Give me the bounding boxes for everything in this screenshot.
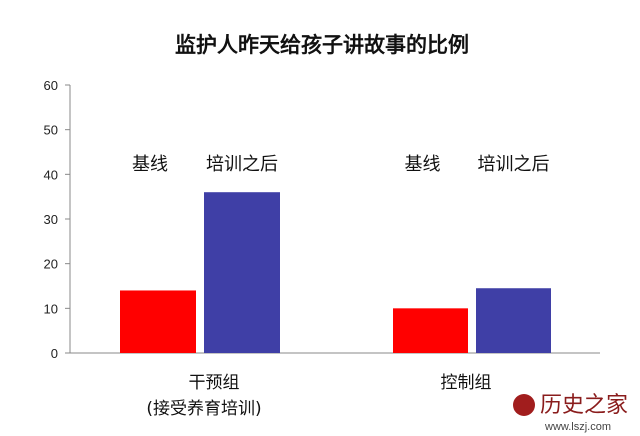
y-tick-label: 0 — [51, 346, 58, 361]
category-label-control: 控制组 — [441, 373, 492, 393]
chart-title: 监护人昨天给孩子讲故事的比例 — [175, 33, 469, 57]
y-tick-label: 20 — [44, 257, 58, 272]
watermark-seal-icon — [513, 394, 535, 416]
series-label-after-training: 培训之后 — [206, 154, 278, 175]
y-tick-label: 60 — [44, 78, 58, 93]
watermark: 历史之家 www.lszj.com — [513, 393, 628, 433]
watermark-url: www.lszj.com — [544, 421, 611, 433]
bar-after-training-1 — [476, 288, 551, 353]
bar-baseline-0 — [120, 290, 196, 353]
y-ticks: 0 10 20 30 40 50 60 — [44, 78, 70, 361]
y-tick-label: 50 — [44, 123, 58, 138]
y-tick-label: 40 — [44, 167, 58, 182]
series-annotations: 基线 培训之后 基线 培训之后 — [132, 154, 550, 175]
y-tick-label: 30 — [44, 212, 58, 227]
bar-after-training-0 — [204, 192, 280, 353]
series-label-baseline: 基线 — [405, 154, 441, 175]
watermark-text: 历史之家 — [540, 393, 628, 418]
series-label-baseline: 基线 — [132, 154, 168, 175]
bars — [120, 192, 551, 353]
y-tick-label: 10 — [44, 301, 58, 316]
series-label-after-training: 培训之后 — [478, 154, 550, 175]
category-label-intervention: 干预组 — [189, 373, 240, 393]
category-sublabel-intervention: (接受养育培训) — [146, 399, 261, 419]
bar-baseline-1 — [393, 308, 468, 353]
